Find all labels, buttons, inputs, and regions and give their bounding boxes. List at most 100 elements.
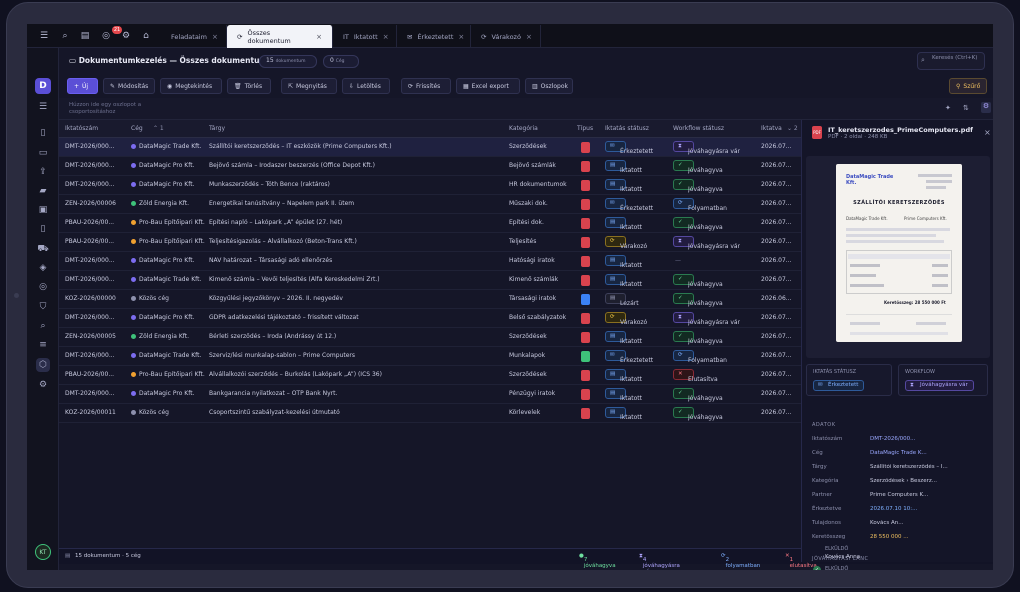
- lightbulb-icon[interactable]: ✦: [945, 104, 951, 112]
- document-icon[interactable]: ▯: [40, 128, 46, 138]
- tab-iktatott[interactable]: IT Iktatott ×: [333, 25, 397, 48]
- file-icon[interactable]: ▯: [40, 224, 46, 234]
- globe-icon[interactable]: ◎: [39, 282, 47, 292]
- status-label: IKTATÁS STÁTUSZ: [813, 369, 857, 375]
- cell-date: 2026.07...: [761, 143, 792, 150]
- envelope-icon: ✉: [407, 32, 413, 41]
- hamburger-icon[interactable]: ☰: [38, 102, 48, 112]
- status-badge: ▤ Iktatott: [605, 274, 642, 288]
- menu-icon[interactable]: ☰: [39, 31, 49, 41]
- table-row[interactable]: DMT-2026/000... DataMagic Trade Kft. Kimen…: [59, 271, 801, 290]
- table-row[interactable]: KOZ-2026/00011 Közös cég Csoportszintű sza…: [59, 404, 801, 423]
- tab-erkeztetett[interactable]: ✉ Érkeztetett ×: [397, 25, 471, 48]
- table-row[interactable]: DMT-2026/000... DataMagic Pro Kft. Bejövő …: [59, 157, 801, 176]
- truck-icon[interactable]: ⛟: [37, 243, 49, 254]
- table-row[interactable]: DMT-2026/000... DataMagic Pro Kft. GDPR ad…: [59, 309, 801, 328]
- settings-icon[interactable]: ⚙: [121, 31, 131, 41]
- pdf-icon: [581, 180, 590, 191]
- sort-desc-icon[interactable]: ⌄ 2: [787, 125, 798, 132]
- tab-varakozo[interactable]: ⟳ Várakozó ×: [471, 25, 541, 48]
- cell-id: KOZ-2026/00000: [65, 295, 116, 302]
- gear-icon[interactable]: ⚙: [38, 380, 48, 390]
- sort-asc-icon[interactable]: ⌃ 1: [153, 125, 164, 132]
- table-row[interactable]: PBAU-2026/00... Pro-Bau Építőipari Kft. Ép…: [59, 214, 801, 233]
- pdf-icon: [581, 256, 590, 267]
- column-header[interactable]: Iktatószám: [65, 125, 99, 132]
- table-row[interactable]: DMT-2026/000... DataMagic Pro Kft. Bankgar…: [59, 385, 801, 404]
- settings-icon[interactable]: ⚙: [981, 102, 991, 113]
- table-row[interactable]: DMT-2026/000... DataMagic Trade Kft. Száll…: [59, 138, 801, 157]
- sort-icon[interactable]: ⇅: [963, 104, 969, 112]
- tag-icon[interactable]: ◈: [39, 263, 47, 273]
- approval-step-label: ELKÜLDŐ: [825, 566, 849, 570]
- cell-id: ZEN-2026/00005: [65, 333, 116, 340]
- tab-feladataim[interactable]: Feladataim ×: [161, 25, 227, 48]
- search-input[interactable]: Keresés (Ctrl+K): [917, 52, 985, 70]
- archive-icon[interactable]: ▣: [38, 205, 48, 215]
- close-icon[interactable]: ×: [382, 32, 389, 41]
- table-row[interactable]: DMT-2026/000... DataMagic Pro Kft. Munkasz…: [59, 176, 801, 195]
- folder-icon[interactable]: ▰: [39, 186, 47, 196]
- new-button[interactable]: + Új: [67, 78, 98, 94]
- paper-party-b: Prime Computers Kft.: [904, 216, 947, 221]
- view-button[interactable]: ◉ Megtekintés: [160, 78, 222, 94]
- column-header[interactable]: Iktatás státusz: [605, 125, 649, 132]
- excel-export-button[interactable]: ▦ Excel export: [456, 78, 520, 94]
- table-row[interactable]: DMT-2026/000... DataMagic Pro Kft. NAV hat…: [59, 252, 801, 271]
- refresh-button[interactable]: ⟳ Frissítés: [401, 78, 451, 94]
- top-bar: ☰ ⌕ ▤ 21 ◎ ⚙ ⌂ Feladataim × ⟳ Összes dokum…: [27, 24, 993, 48]
- tab-osszes-dokumentum[interactable]: ⟳ Összes dokumentum ×: [227, 25, 333, 48]
- search-icon[interactable]: ⌕: [62, 31, 68, 41]
- field-key: Keretösszeg: [812, 534, 846, 540]
- status-icon: ⟳: [610, 238, 615, 244]
- column-header[interactable]: Cég: [131, 125, 143, 132]
- workflow-icon: ✓: [678, 409, 683, 415]
- filter-button[interactable]: ⚲ Szűrő: [949, 78, 987, 94]
- cell-subject: Bérleti szerződés – Iroda (Andrássy út 1…: [209, 333, 337, 340]
- inbox-icon[interactable]: ▭: [38, 148, 48, 158]
- column-header[interactable]: Tárgy: [209, 125, 226, 132]
- envelope-icon: ✉: [818, 382, 823, 388]
- workflow-badge: ⟳ Folyamatban: [673, 198, 727, 212]
- preview-panel: PDF IT_keretszerzodes_PrimeComputers.pdf…: [801, 120, 993, 562]
- close-icon[interactable]: ×: [211, 32, 218, 41]
- globe-icon[interactable]: ◎: [102, 31, 110, 41]
- open-button[interactable]: ⇱ Megnyitás: [281, 78, 337, 94]
- column-header[interactable]: Iktatva: [761, 125, 782, 132]
- table-row[interactable]: ZEN-2026/00006 Zöld Energia Kft. Energetik…: [59, 195, 801, 214]
- table-row[interactable]: PBAU-2026/00... Pro-Bau Építőipari Kft. Te…: [59, 233, 801, 252]
- notification-icon[interactable]: ▤: [80, 31, 90, 41]
- delete-button[interactable]: 🗑 Törlés: [227, 78, 271, 94]
- cell-company: Közös cég: [131, 295, 205, 302]
- documents-icon[interactable]: ⬡: [36, 358, 50, 372]
- column-header[interactable]: Workflow státusz: [673, 125, 725, 132]
- columns-button[interactable]: ▥ Oszlopok: [525, 78, 573, 94]
- edit-button[interactable]: ✎ Módosítás: [103, 78, 155, 94]
- group-by-bar[interactable]: Húzzon ide egy oszlopot a csoportosításh…: [59, 98, 993, 120]
- pdf-icon: [581, 161, 590, 172]
- search-icon[interactable]: ⌕: [40, 321, 46, 331]
- database-icon[interactable]: ≡: [39, 340, 47, 350]
- cell-id: DMT-2026/000...: [65, 181, 115, 188]
- document-preview[interactable]: DataMagic Trade Kft. SZÁLLÍTÓI KERETSZER…: [806, 156, 990, 358]
- table-row[interactable]: ZEN-2026/00005 Zöld Energia Kft. Bérleti s…: [59, 328, 801, 347]
- workflow-label: WORKFLOW: [905, 369, 935, 375]
- column-header[interactable]: Típus: [577, 125, 594, 132]
- close-icon[interactable]: ×: [984, 128, 991, 137]
- table-row[interactable]: DMT-2026/000... DataMagic Trade Kft. Szerv…: [59, 347, 801, 366]
- app-logo[interactable]: D: [35, 78, 51, 94]
- download-button[interactable]: ⇩ Letöltés: [342, 78, 390, 94]
- field-key: Kategória: [812, 478, 839, 484]
- shield-icon[interactable]: ⛉: [39, 302, 47, 312]
- table-row[interactable]: KOZ-2026/00000 Közös cég Közgyűlési jegyző…: [59, 290, 801, 309]
- column-header[interactable]: Kategória: [509, 125, 538, 132]
- close-icon[interactable]: ×: [525, 32, 532, 41]
- company-toggle[interactable]: 0 Cég: [323, 55, 359, 68]
- upload-icon[interactable]: ⇪: [39, 167, 47, 177]
- close-icon[interactable]: ×: [458, 32, 465, 41]
- avatar[interactable]: KT: [35, 544, 51, 560]
- home-icon[interactable]: ⌂: [143, 31, 149, 41]
- close-icon[interactable]: ×: [316, 32, 322, 41]
- status-badge: ▤ Iktatott: [605, 217, 642, 231]
- table-row[interactable]: PBAU-2026/00... Pro-Bau Építőipari Kft. Al…: [59, 366, 801, 385]
